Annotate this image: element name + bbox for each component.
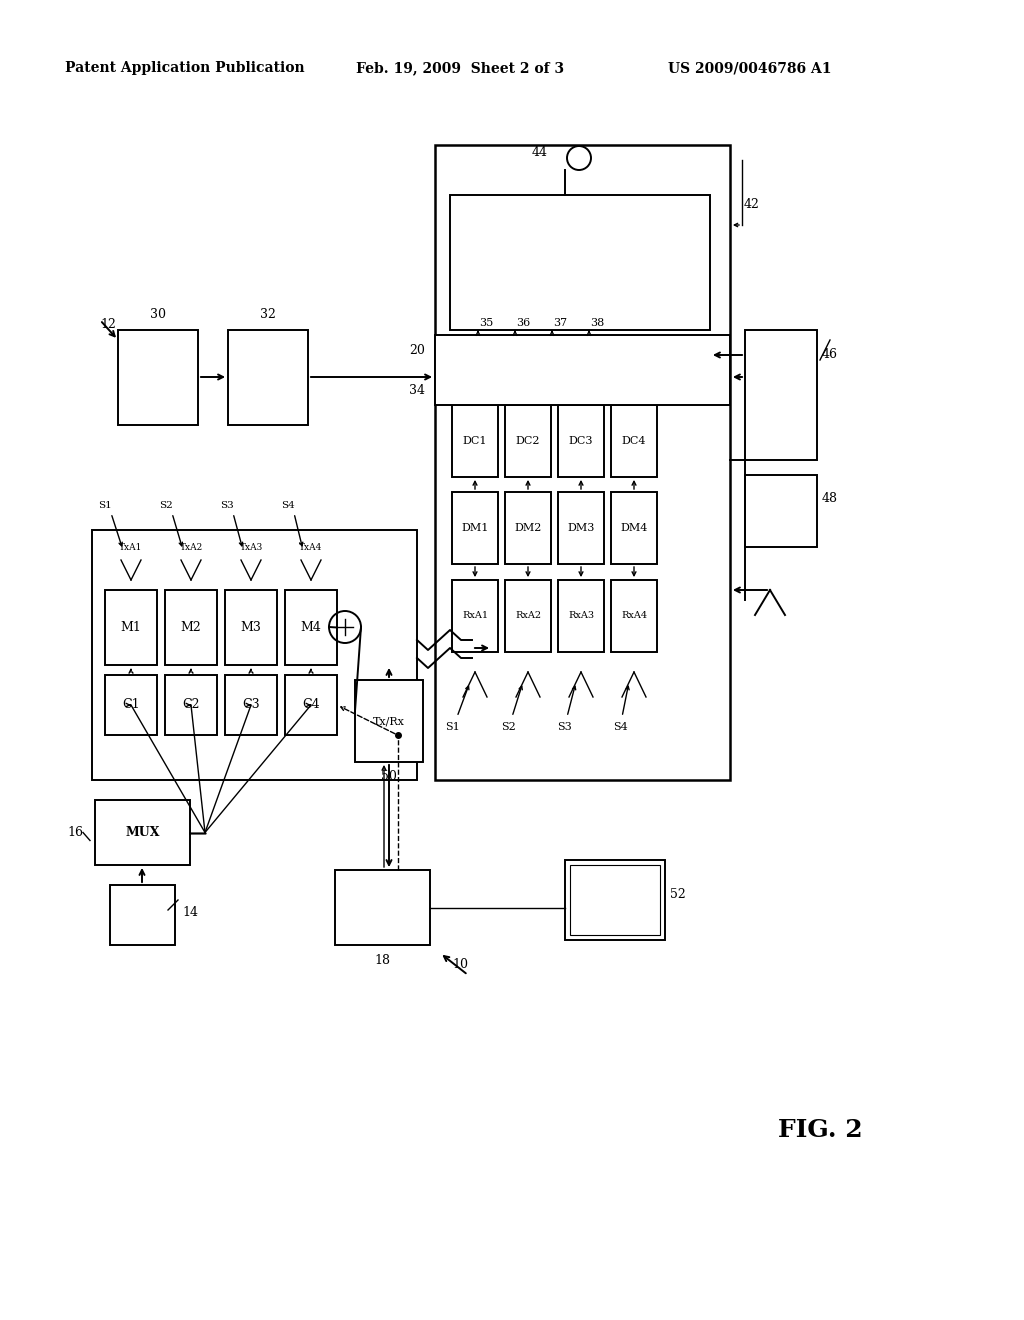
- Text: C3: C3: [243, 698, 260, 711]
- Bar: [225, 675, 278, 735]
- Text: 20: 20: [409, 343, 425, 356]
- Text: DC4: DC4: [622, 436, 646, 446]
- Text: S2: S2: [502, 722, 516, 733]
- Text: Patent Application Publication: Patent Application Publication: [66, 61, 305, 75]
- Bar: [570, 865, 660, 935]
- Bar: [92, 531, 417, 780]
- Text: 32: 32: [260, 309, 275, 322]
- Text: S3: S3: [220, 500, 233, 510]
- Text: FIG. 2: FIG. 2: [777, 1118, 862, 1142]
- Bar: [558, 579, 604, 652]
- Bar: [165, 590, 217, 665]
- Text: DM2: DM2: [514, 523, 542, 533]
- Text: RxA3: RxA3: [568, 611, 594, 620]
- Bar: [611, 492, 657, 564]
- Text: TxA1: TxA1: [120, 543, 142, 552]
- Text: US 2009/0046786 A1: US 2009/0046786 A1: [669, 61, 831, 75]
- Bar: [228, 330, 308, 425]
- Text: RxA2: RxA2: [515, 611, 541, 620]
- Text: TxA3: TxA3: [240, 543, 262, 552]
- Text: 16: 16: [67, 826, 83, 840]
- Bar: [105, 675, 157, 735]
- Text: DM3: DM3: [567, 523, 595, 533]
- Bar: [355, 680, 423, 762]
- Text: Feb. 19, 2009  Sheet 2 of 3: Feb. 19, 2009 Sheet 2 of 3: [356, 61, 564, 75]
- Text: M2: M2: [180, 620, 202, 634]
- Bar: [558, 405, 604, 477]
- Bar: [165, 675, 217, 735]
- Text: 14: 14: [182, 906, 198, 919]
- Bar: [285, 675, 337, 735]
- Text: M1: M1: [121, 620, 141, 634]
- Text: C4: C4: [302, 698, 319, 711]
- Bar: [452, 492, 498, 564]
- Text: 18: 18: [375, 953, 390, 966]
- Text: 52: 52: [670, 888, 686, 902]
- Bar: [435, 145, 730, 780]
- Bar: [95, 800, 190, 865]
- Bar: [505, 405, 551, 477]
- Text: DM4: DM4: [621, 523, 648, 533]
- Text: 36: 36: [516, 318, 530, 327]
- Text: TxA2: TxA2: [179, 543, 203, 552]
- Bar: [505, 492, 551, 564]
- Text: 10: 10: [452, 958, 468, 972]
- Bar: [565, 861, 665, 940]
- Bar: [118, 330, 198, 425]
- Bar: [450, 195, 710, 330]
- Bar: [435, 335, 730, 405]
- Bar: [285, 590, 337, 665]
- Bar: [611, 405, 657, 477]
- Text: M3: M3: [241, 620, 261, 634]
- Text: DM1: DM1: [462, 523, 488, 533]
- Text: C1: C1: [122, 698, 140, 711]
- Text: S4: S4: [282, 500, 295, 510]
- Text: S1: S1: [445, 722, 461, 733]
- Text: MUX: MUX: [125, 826, 160, 840]
- Bar: [452, 579, 498, 652]
- Text: DC1: DC1: [463, 436, 487, 446]
- Bar: [335, 870, 430, 945]
- Bar: [505, 579, 551, 652]
- Bar: [105, 590, 157, 665]
- Text: TxA4: TxA4: [299, 543, 323, 552]
- Text: DC3: DC3: [568, 436, 593, 446]
- Text: RxA1: RxA1: [462, 611, 488, 620]
- Text: 30: 30: [150, 309, 166, 322]
- Text: 34: 34: [409, 384, 425, 396]
- Text: 48: 48: [822, 491, 838, 504]
- Bar: [225, 590, 278, 665]
- Text: S3: S3: [558, 722, 572, 733]
- Text: 38: 38: [590, 318, 604, 327]
- Text: 37: 37: [553, 318, 567, 327]
- Bar: [745, 475, 817, 546]
- Text: 50: 50: [381, 770, 397, 783]
- Text: RxA4: RxA4: [621, 611, 647, 620]
- Bar: [558, 492, 604, 564]
- Text: 46: 46: [822, 348, 838, 362]
- Text: 42: 42: [744, 198, 760, 211]
- Text: 44: 44: [532, 145, 548, 158]
- Text: S4: S4: [613, 722, 629, 733]
- Text: M4: M4: [301, 620, 322, 634]
- Text: Tx/Rx: Tx/Rx: [373, 715, 404, 726]
- Text: DC2: DC2: [516, 436, 541, 446]
- Text: C2: C2: [182, 698, 200, 711]
- Text: 35: 35: [479, 318, 494, 327]
- Bar: [745, 330, 817, 459]
- Text: S1: S1: [98, 500, 112, 510]
- Bar: [110, 884, 175, 945]
- Bar: [452, 405, 498, 477]
- Bar: [611, 579, 657, 652]
- Text: S2: S2: [159, 500, 173, 510]
- Text: 12: 12: [100, 318, 116, 331]
